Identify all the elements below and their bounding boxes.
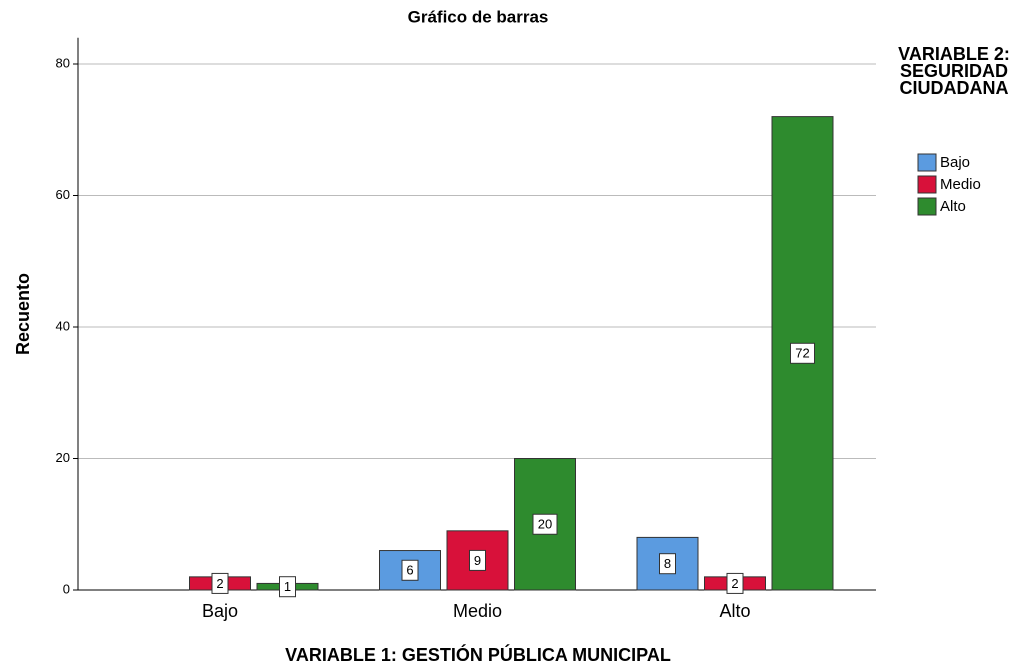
legend-label: Bajo (940, 154, 970, 171)
legend-label: Medio (940, 176, 981, 193)
y-tick-label: 60 (56, 187, 70, 202)
data-label: 2 (731, 576, 738, 591)
legend-swatch (917, 153, 937, 172)
y-tick-label: 0 (63, 581, 70, 596)
x-tick-label: Bajo (202, 601, 238, 621)
data-label: 6 (406, 563, 413, 578)
data-label-box (469, 549, 486, 571)
data-label-box (726, 572, 744, 594)
x-axis-label: VARIABLE 1: GESTIÓN PÚBLICA MUNICIPAL (285, 644, 671, 665)
legend-label: Alto (940, 198, 966, 215)
legend-title: VARIABLE 2: SEGURIDAD CIUDADANA (898, 44, 1010, 98)
chart-title: Gráfico de barras (408, 7, 549, 26)
data-label: 2 (216, 576, 223, 591)
data-label: 20 (538, 517, 552, 532)
data-label: 9 (474, 553, 481, 568)
data-label-box (401, 559, 419, 581)
data-label: 72 (795, 346, 809, 361)
legend-swatch (917, 175, 937, 194)
y-tick-label: 20 (56, 450, 70, 465)
y-tick-label: 40 (56, 318, 70, 333)
y-tick-label: 80 (56, 55, 70, 70)
y-axis-label: Recuento (13, 273, 33, 355)
data-label-box (279, 576, 296, 598)
data-label-box (532, 513, 558, 535)
x-tick-label: Medio (453, 601, 502, 621)
data-label: 1 (284, 579, 291, 594)
data-label-box (659, 553, 676, 575)
legend-swatch (917, 197, 937, 216)
x-tick-label: Alto (719, 601, 750, 621)
data-label: 8 (664, 556, 671, 571)
data-label-box (790, 342, 815, 364)
data-label-box (211, 572, 229, 594)
